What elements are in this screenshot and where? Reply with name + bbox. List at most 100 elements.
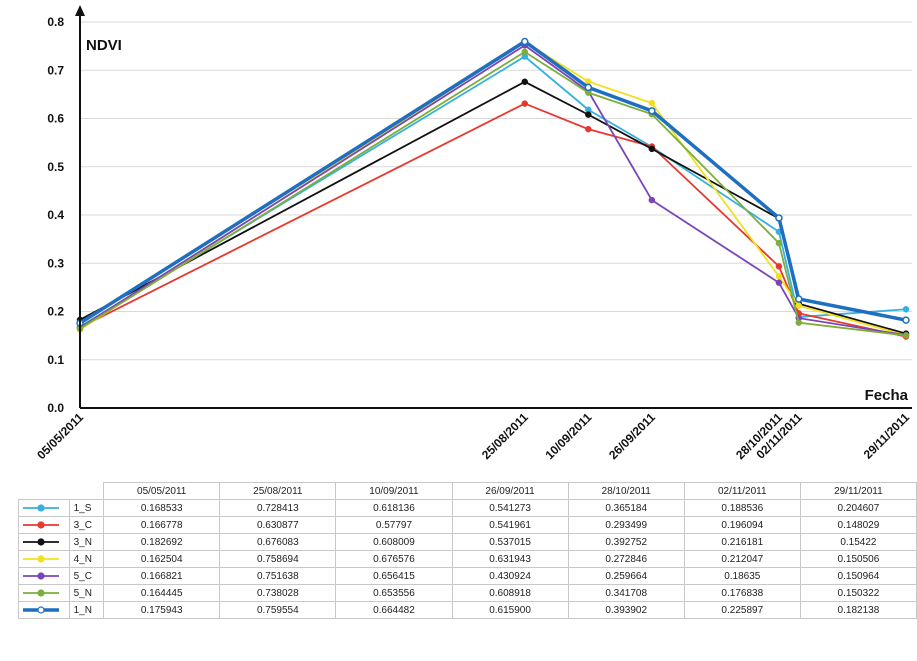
- table-cell: 0.259664: [567, 567, 685, 585]
- table-cell: 0.196094: [683, 516, 801, 534]
- data-point: [902, 316, 910, 324]
- y-axis-arrow: [75, 5, 85, 16]
- table-cell: 0.676576: [335, 550, 453, 568]
- table-cell: 0.541273: [451, 499, 569, 517]
- table-column-header: 25/08/2011: [219, 482, 337, 500]
- table-column-header: 10/09/2011: [335, 482, 453, 500]
- legend-swatch: [23, 504, 59, 512]
- table-cell: 0.148029: [799, 516, 917, 534]
- data-point: [795, 319, 803, 326]
- legend-key: [18, 550, 70, 568]
- table-cell: 0.272846: [567, 550, 685, 568]
- table-cell: 0.175943: [103, 601, 221, 619]
- data-point: [902, 332, 910, 339]
- data-point: [775, 279, 783, 286]
- series-3_N: [76, 78, 910, 337]
- series-name: 5_C: [68, 567, 105, 585]
- table-cell: 0.168533: [103, 499, 221, 517]
- data-point: [648, 99, 656, 107]
- x-tick-label: 25/08/2011: [479, 410, 531, 462]
- table-cell: 0.166821: [103, 567, 221, 585]
- series-lines: [76, 37, 910, 340]
- table-cell: 0.18635: [683, 567, 801, 585]
- series-line: [79, 55, 907, 328]
- table-row: 4_N 0.162504 0.758694 0.676576 0.631943 0.272…: [18, 550, 917, 568]
- table-row: 5_N 0.164445 0.738028 0.653556 0.608918 0.341…: [18, 584, 917, 602]
- y-tick-label: 0.1: [47, 353, 64, 367]
- table-cell: 0.430924: [451, 567, 569, 585]
- table-row: 1_N 0.175943 0.759554 0.664482 0.615900 0.393…: [18, 601, 917, 619]
- legend-swatch: [23, 589, 59, 597]
- table-cell: 0.162504: [103, 550, 221, 568]
- table-cell: 0.653556: [335, 584, 453, 602]
- data-point: [521, 78, 529, 86]
- x-tick-label: 05/05/2011: [34, 410, 86, 462]
- series-3_C: [76, 100, 910, 340]
- series-name: 3_N: [68, 533, 105, 551]
- legend-swatch: [23, 555, 59, 563]
- x-tick-label: 10/09/2011: [543, 410, 595, 462]
- series-name: 4_N: [68, 550, 105, 568]
- table-column-header: 02/11/2011: [683, 482, 801, 500]
- x-axis-title: Fecha: [865, 387, 909, 404]
- y-tick-label: 0.8: [47, 15, 64, 29]
- header-blank: [69, 483, 104, 500]
- data-point: [775, 273, 783, 280]
- table-cell: 0.759554: [219, 601, 337, 619]
- series-name: 3_C: [68, 516, 105, 534]
- table-row: 3_C 0.166778 0.630877 0.57797 0.541961 0.2934…: [18, 516, 917, 534]
- table-cell: 0.615900: [451, 601, 569, 619]
- series-name: 1_N: [68, 601, 105, 619]
- data-point: [795, 302, 803, 309]
- legend-swatch: [23, 538, 59, 546]
- series-name: 5_N: [68, 584, 105, 602]
- data-point: [585, 125, 592, 133]
- series-line: [79, 50, 907, 337]
- y-tick-labels: 0.0 0.1 0.2 0.3 0.4 0.5 0.6 0.7 0.8: [47, 15, 64, 415]
- legend-key: [18, 584, 70, 602]
- data-point: [648, 196, 656, 204]
- legend-swatch: [23, 521, 59, 529]
- table-cell: 0.676083: [219, 533, 337, 551]
- table-row: 3_N 0.182692 0.676083 0.608009 0.537015 0.392…: [18, 533, 917, 551]
- data-point: [648, 107, 656, 115]
- header-blank: [19, 483, 70, 500]
- data-point: [795, 295, 803, 303]
- table-cell: 0.225897: [683, 601, 801, 619]
- table-cell: 0.212047: [683, 550, 801, 568]
- series-name: 1_S: [68, 499, 105, 517]
- table-cell: 0.188536: [683, 499, 801, 517]
- table-header-row: 05/05/2011 25/08/2011 10/09/2011 26/09/2011…: [19, 482, 917, 500]
- data-point: [648, 145, 656, 153]
- table-cell: 0.204607: [799, 499, 917, 517]
- y-tick-label: 0.3: [47, 256, 64, 270]
- table-cell: 0.608918: [451, 584, 569, 602]
- y-axis-title: NDVI: [86, 37, 122, 54]
- table-cell: 0.393902: [567, 601, 685, 619]
- table-column-header: 28/10/2011: [567, 482, 685, 500]
- table-cell: 0.176838: [683, 584, 801, 602]
- series-line: [79, 40, 907, 337]
- data-point: [521, 100, 529, 107]
- data-point: [521, 37, 529, 46]
- table-cell: 0.365184: [567, 499, 685, 517]
- table-cell: 0.664482: [335, 601, 453, 619]
- table-column-header: 05/05/2011: [103, 482, 221, 500]
- table-cell: 0.166778: [103, 516, 221, 534]
- table-cell: 0.630877: [219, 516, 337, 534]
- table-cell: 0.631943: [451, 550, 569, 568]
- y-tick-label: 0.4: [47, 208, 64, 222]
- data-table: 05/05/2011 25/08/2011 10/09/2011 26/09/2011…: [18, 482, 917, 619]
- y-tick-label: 0.2: [47, 305, 64, 319]
- table-cell: 0.537015: [451, 533, 569, 551]
- table-cell: 0.728413: [219, 499, 337, 517]
- x-tick-labels: 05/05/2011 25/08/2011 10/09/2011 26/09/2011…: [34, 410, 912, 462]
- legend-swatch: [23, 572, 59, 580]
- table-cell: 0.751638: [219, 567, 337, 585]
- x-tick-label: 26/09/2011: [606, 410, 658, 462]
- table-cell: 0.150964: [799, 567, 917, 585]
- x-tick-label: 29/11/2011: [861, 410, 913, 462]
- table-cell: 0.341708: [567, 584, 685, 602]
- table-cell: 0.293499: [567, 516, 685, 534]
- data-point: [775, 239, 783, 247]
